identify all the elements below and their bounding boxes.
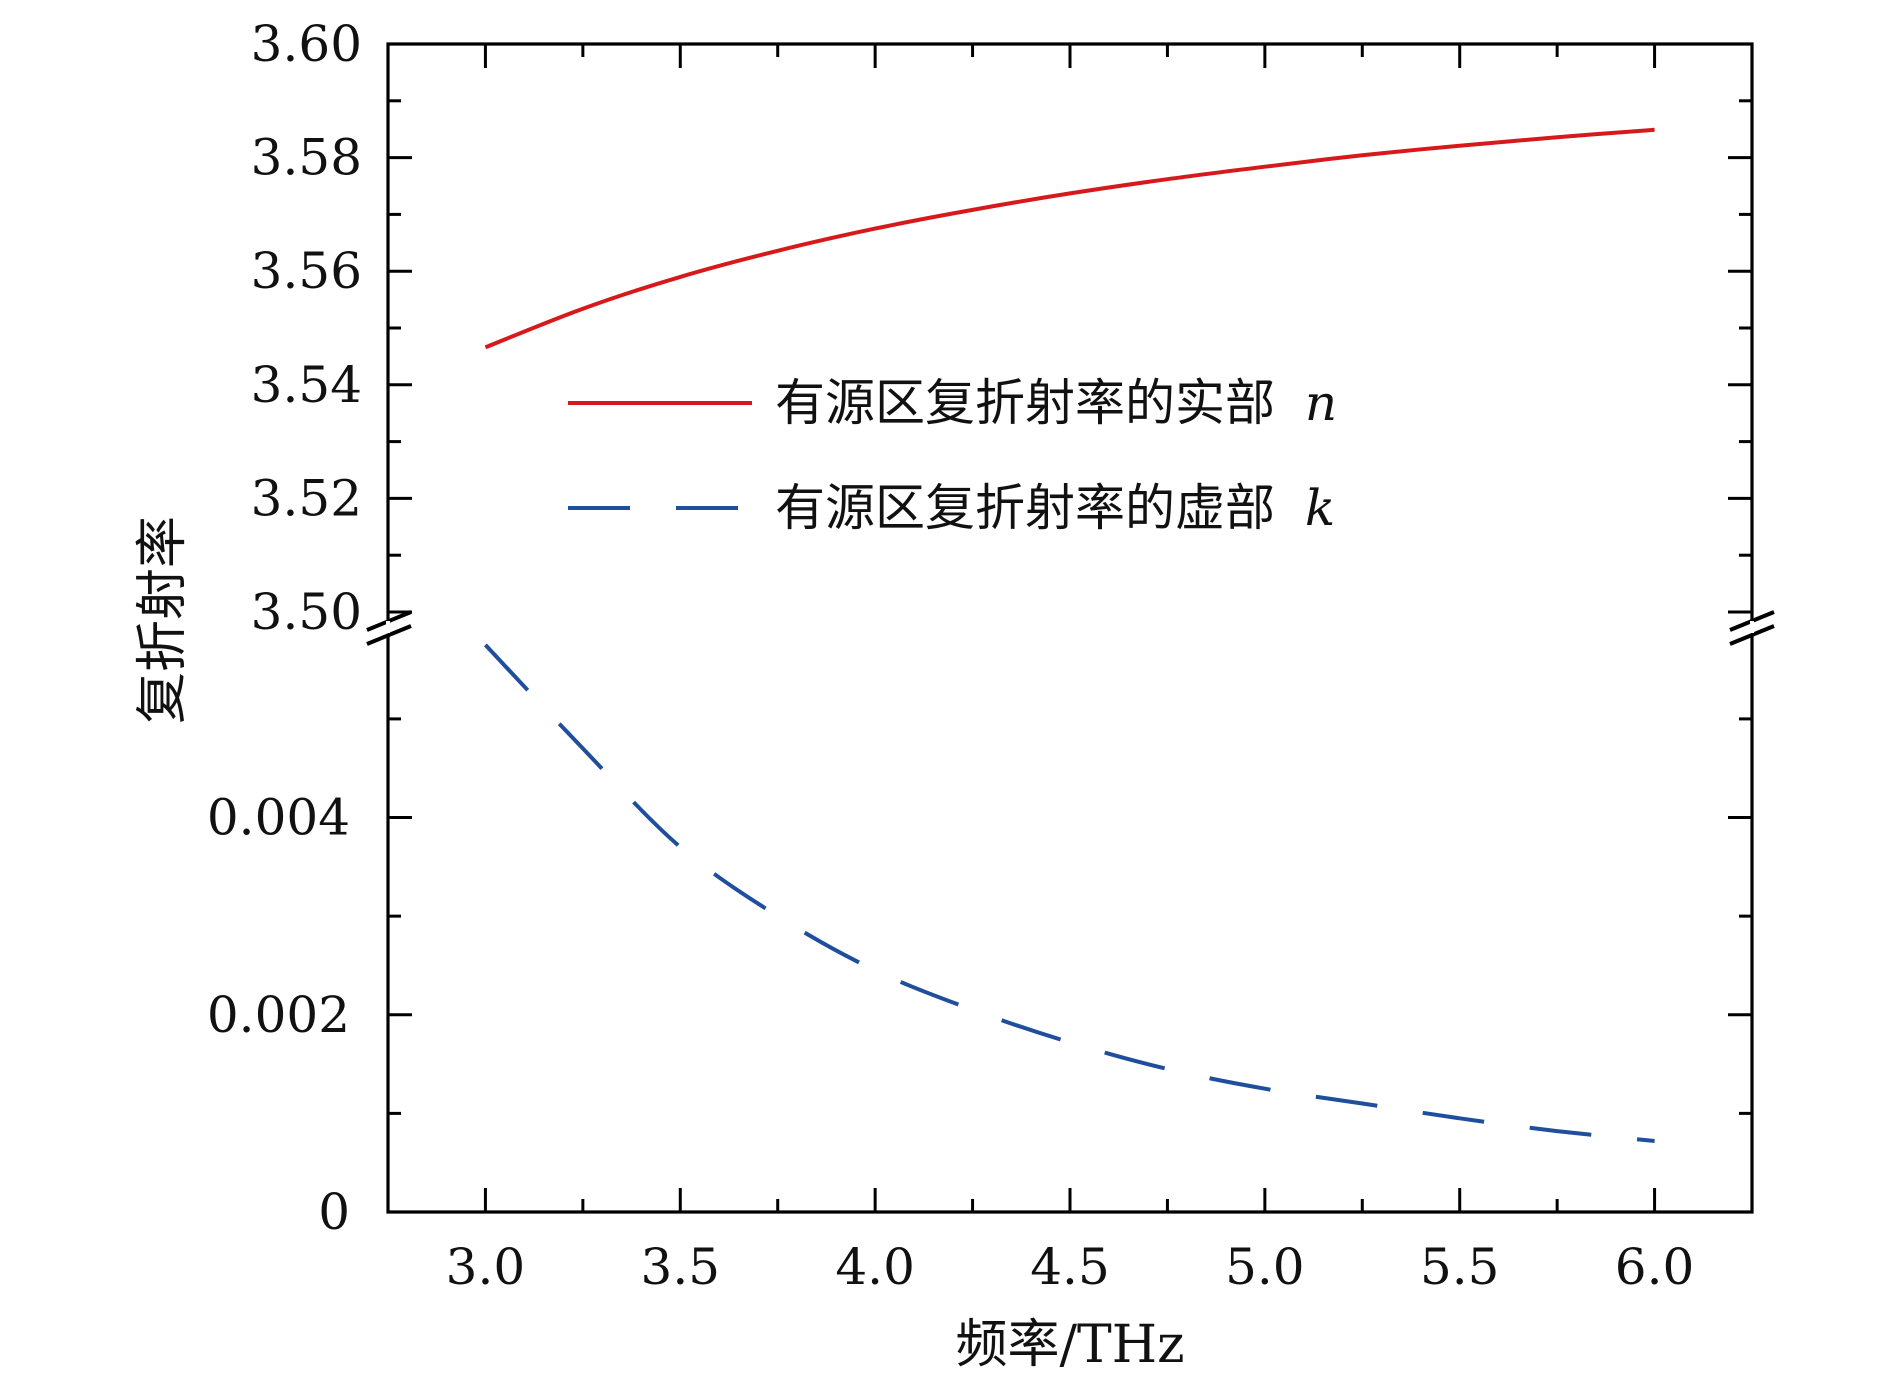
x-tick-label: 6.0 — [1615, 1238, 1695, 1296]
y-axis-title: 复折射率 — [133, 516, 193, 724]
legend-symbol-n: n — [1305, 374, 1337, 432]
x-tick-label: 4.0 — [835, 1238, 915, 1296]
y-upper-tick-label: 3.60 — [251, 15, 362, 73]
legend-entry-imag: 有源区复折射率的虚部 k — [568, 479, 1335, 537]
y-upper-tick-label: 3.54 — [251, 356, 362, 414]
x-tick-label: 5.0 — [1225, 1238, 1305, 1296]
y-upper-tick-label: 3.52 — [251, 469, 362, 527]
y-lower-tick-label: 0.002 — [207, 986, 350, 1044]
x-tick-label: 3.0 — [446, 1238, 526, 1296]
y-lower-tick-label: 0 — [318, 1183, 350, 1241]
x-tick-label: 5.5 — [1420, 1238, 1500, 1296]
legend-label-imag: 有源区复折射率的虚部 — [775, 479, 1275, 537]
axis-ticks — [388, 42, 1752, 1214]
legend-entry-real: 有源区复折射率的实部 n — [568, 374, 1337, 432]
y-upper-tick-label: 3.50 — [251, 583, 362, 641]
x-tick-label: 4.5 — [1030, 1238, 1110, 1296]
tick-labels: 3.0 3.5 4.0 4.5 5.0 5.5 6.0 3.50 3.52 3.54 3.56 3.5… — [207, 15, 1694, 1296]
y-lower-tick-label: 0.004 — [207, 789, 350, 847]
series-layer — [483, 127, 1655, 1143]
legend-label-real: 有源区复折射率的实部 — [775, 374, 1275, 432]
legend: 有源区复折射率的实部 n 有源区复折射率的虚部 k — [568, 374, 1337, 537]
frame-lower-bottom — [386, 634, 1754, 1214]
series-line-real-n — [484, 127, 1655, 350]
svg-text:有源区复折射率的虚部 k: 有源区复折射率的虚部 k — [775, 479, 1335, 537]
svg-text:有源区复折射率的实部 n: 有源区复折射率的实部 n — [775, 374, 1337, 432]
y-upper-tick-label: 3.56 — [251, 242, 362, 300]
x-axis-title: 频率/THz — [956, 1315, 1185, 1375]
y-upper-tick-label: 3.58 — [251, 129, 362, 187]
series-line-imaginary-k — [483, 643, 1655, 1143]
x-tick-label: 3.5 — [641, 1238, 721, 1296]
legend-symbol-k: k — [1305, 479, 1335, 537]
frame-top-left-right-upper — [386, 42, 1754, 620]
plot-frame — [366, 42, 1775, 1214]
